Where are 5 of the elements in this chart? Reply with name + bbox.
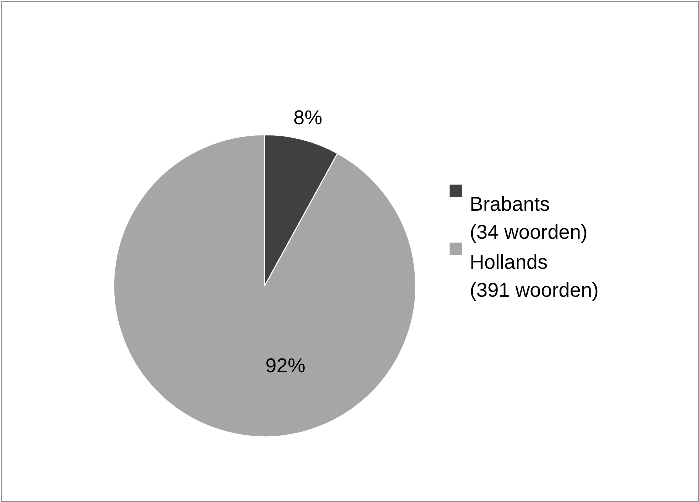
pie-slice <box>114 134 416 438</box>
data-label: 92% <box>266 355 306 378</box>
data-label: 8% <box>294 107 323 130</box>
legend-label: Brabants (34 woorden) <box>470 194 588 244</box>
legend-label: Hollands (391 woorden) <box>470 252 599 302</box>
